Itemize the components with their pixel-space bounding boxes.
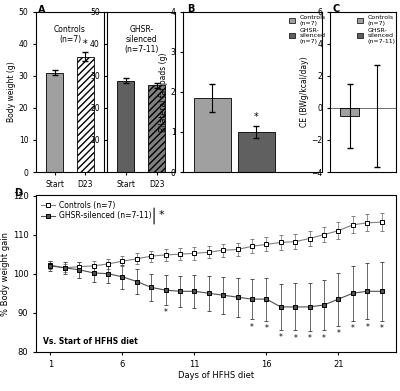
Text: *: *	[293, 334, 297, 343]
Y-axis label: CE (BWg/kcal/day): CE (BWg/kcal/day)	[300, 57, 309, 127]
Text: A: A	[38, 5, 45, 15]
Text: D: D	[14, 188, 22, 198]
Y-axis label: % Body weight gain: % Body weight gain	[1, 232, 10, 316]
Y-axis label: Body weight (g): Body weight (g)	[7, 61, 16, 122]
Text: *: *	[351, 324, 355, 333]
Text: *: *	[164, 308, 168, 317]
Text: Controls
(n=7): Controls (n=7)	[54, 25, 86, 44]
Text: Vs. Start of HFHS diet: Vs. Start of HFHS diet	[43, 337, 138, 346]
Bar	[194, 98, 231, 172]
Text: *: *	[158, 210, 164, 220]
Bar	[238, 132, 275, 172]
Bar	[46, 73, 63, 172]
Legend: Controls
(n=7), GHSR-
silenced
(n=7): Controls (n=7), GHSR- silenced (n=7)	[288, 15, 326, 45]
Legend: Controls
(n=7), GHSR-
silenced
(n=7-11): Controls (n=7), GHSR- silenced (n=7-11)	[356, 15, 396, 45]
Text: *: *	[279, 333, 283, 342]
Text: *: *	[365, 323, 369, 332]
Legend: Controls (n=7), GHSR-silenced (n=7-11): Controls (n=7), GHSR-silenced (n=7-11)	[40, 199, 153, 222]
Text: *: *	[308, 334, 312, 343]
Bar	[148, 86, 165, 172]
Text: *: *	[322, 334, 326, 343]
Text: B: B	[187, 4, 194, 14]
Bar	[340, 108, 359, 116]
Text: *: *	[250, 323, 254, 332]
Text: GHSR-
silenced
(n=7-11): GHSR- silenced (n=7-11)	[124, 25, 158, 54]
Y-axis label: Bilateral fat pads (g): Bilateral fat pads (g)	[159, 52, 168, 132]
Text: C: C	[332, 4, 340, 14]
Bar	[77, 57, 94, 172]
Text: *: *	[264, 324, 268, 333]
Text: *: *	[254, 112, 259, 122]
Bar	[117, 81, 134, 172]
Text: *: *	[380, 324, 384, 333]
X-axis label: Days of HFHS diet: Days of HFHS diet	[178, 371, 254, 380]
Text: *: *	[336, 329, 340, 338]
Text: *: *	[83, 39, 88, 48]
